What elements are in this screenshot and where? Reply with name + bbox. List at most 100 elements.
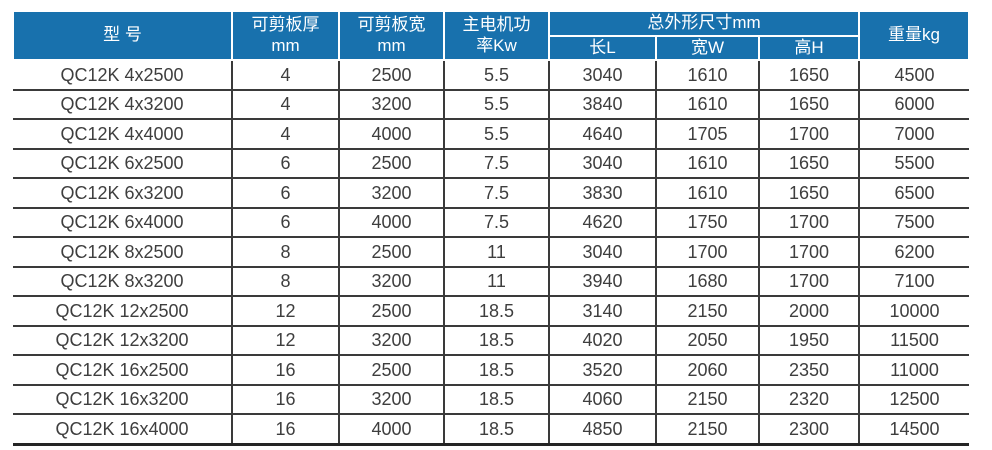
cell-height: 1650 bbox=[757, 89, 860, 121]
table-row: QC12K 8x2500 8 2500 11 3040 1700 1700 6200 bbox=[13, 237, 970, 268]
cell-power: 5.5 bbox=[443, 89, 549, 121]
cell-weight: 6500 bbox=[858, 178, 970, 209]
cell-model: QC12K 16x3200 bbox=[13, 384, 232, 416]
cell-weight: 10000 bbox=[858, 296, 970, 327]
cell-model: QC12K 6x4000 bbox=[13, 207, 232, 239]
cell-power: 18.5 bbox=[443, 296, 549, 327]
col-header-weight: 重量kg bbox=[858, 9, 971, 62]
cell-model: QC12K 12x2500 bbox=[13, 296, 232, 327]
col-header-thickness-line2: mm bbox=[271, 35, 300, 55]
cell-model: QC12K 6x3200 bbox=[13, 178, 232, 209]
cell-wide: 1680 bbox=[655, 266, 759, 298]
cell-weight: 11500 bbox=[858, 325, 970, 357]
cell-power: 18.5 bbox=[443, 355, 549, 386]
table-body: QC12K 4x2500 4 2500 5.5 3040 1610 1650 4500 QC12… bbox=[13, 60, 970, 446]
cell-height: 1950 bbox=[757, 325, 860, 357]
cell-height: 1700 bbox=[757, 207, 860, 239]
cell-wide: 1705 bbox=[655, 119, 759, 150]
cell-length: 3940 bbox=[548, 266, 656, 298]
col-header-dim-width: 宽W bbox=[655, 34, 760, 62]
cell-width: 2500 bbox=[338, 296, 444, 327]
cell-width: 2500 bbox=[338, 148, 444, 180]
cell-length: 3840 bbox=[548, 89, 656, 121]
table-row: QC12K 4x4000 4 4000 5.5 4640 1705 1700 7000 bbox=[13, 119, 970, 150]
cell-weight: 7000 bbox=[858, 119, 970, 150]
table-row: QC12K 4x3200 4 3200 5.5 3840 1610 1650 6000 bbox=[13, 89, 970, 121]
table-row: QC12K 6x2500 6 2500 7.5 3040 1610 1650 5500 bbox=[13, 148, 970, 180]
cell-height: 1650 bbox=[757, 148, 860, 180]
cell-height: 1700 bbox=[757, 237, 860, 268]
cell-wide: 2150 bbox=[655, 414, 759, 446]
cell-thickness: 8 bbox=[231, 237, 339, 268]
col-header-cut-width-line1: 可剪板宽 bbox=[357, 15, 426, 34]
cell-thickness: 16 bbox=[231, 414, 339, 446]
table-row: QC12K 6x4000 6 4000 7.5 4620 1750 1700 7500 bbox=[13, 207, 970, 239]
cell-power: 11 bbox=[443, 237, 549, 268]
cell-weight: 7500 bbox=[858, 207, 970, 239]
cell-length: 3520 bbox=[548, 355, 656, 386]
cell-wide: 2150 bbox=[655, 296, 759, 327]
col-header-dimensions-group: 总外形尺寸mm bbox=[547, 10, 861, 37]
cell-weight: 5500 bbox=[858, 148, 970, 180]
cell-weight: 6000 bbox=[858, 89, 970, 121]
cell-length: 4640 bbox=[548, 119, 656, 150]
cell-length: 3040 bbox=[548, 148, 656, 180]
cell-width: 3200 bbox=[338, 178, 444, 209]
cell-height: 2320 bbox=[757, 384, 860, 416]
col-header-length: 长L bbox=[548, 34, 657, 62]
cell-width: 4000 bbox=[338, 207, 444, 239]
cell-wide: 1750 bbox=[655, 207, 759, 239]
cell-thickness: 4 bbox=[231, 119, 339, 150]
cell-width: 4000 bbox=[338, 119, 444, 150]
cell-weight: 7100 bbox=[858, 266, 970, 298]
table-row: QC12K 12x3200 12 3200 18.5 4020 2050 1950 11500 bbox=[13, 325, 970, 357]
cell-wide: 2050 bbox=[655, 325, 759, 357]
cell-model: QC12K 16x4000 bbox=[13, 414, 232, 446]
cell-wide: 1610 bbox=[655, 60, 759, 91]
cell-width: 3200 bbox=[338, 89, 444, 121]
cell-thickness: 16 bbox=[231, 384, 339, 416]
cell-thickness: 12 bbox=[231, 296, 339, 327]
cell-height: 1650 bbox=[757, 60, 860, 91]
qc12k-spec-table: 型 号 可剪板厚 mm 可剪板宽 mm 主电机功 率Kw 总外形尺寸mm 重量k… bbox=[12, 9, 971, 446]
cell-wide: 1700 bbox=[655, 237, 759, 268]
table-row: QC12K 8x3200 8 3200 11 3940 1680 1700 7100 bbox=[13, 266, 970, 298]
cell-length: 3040 bbox=[548, 237, 656, 268]
table-row: QC12K 16x4000 16 4000 18.5 4850 2150 2300 14500 bbox=[13, 414, 970, 446]
cell-thickness: 4 bbox=[231, 89, 339, 121]
col-header-cut-width-line2: mm bbox=[377, 35, 406, 55]
cell-wide: 2150 bbox=[655, 384, 759, 416]
cell-power: 5.5 bbox=[443, 60, 549, 91]
cell-length: 4020 bbox=[548, 325, 656, 357]
cell-thickness: 12 bbox=[231, 325, 339, 357]
cell-width: 3200 bbox=[338, 384, 444, 416]
cell-wide: 1610 bbox=[655, 148, 759, 180]
cell-length: 4060 bbox=[548, 384, 656, 416]
cell-weight: 6200 bbox=[858, 237, 970, 268]
col-header-cut-width: 可剪板宽 mm bbox=[338, 9, 445, 62]
cell-model: QC12K 12x3200 bbox=[13, 325, 232, 357]
cell-weight: 4500 bbox=[858, 60, 970, 91]
cell-power: 7.5 bbox=[443, 148, 549, 180]
cell-thickness: 6 bbox=[231, 207, 339, 239]
cell-height: 1650 bbox=[757, 178, 860, 209]
col-header-thickness-line1: 可剪板厚 bbox=[251, 15, 320, 34]
cell-weight: 12500 bbox=[858, 384, 970, 416]
cell-weight: 14500 bbox=[858, 414, 970, 446]
cell-power: 5.5 bbox=[443, 119, 549, 150]
col-header-height: 高H bbox=[757, 34, 861, 62]
cell-width: 4000 bbox=[338, 414, 444, 446]
cell-length: 4850 bbox=[548, 414, 656, 446]
cell-model: QC12K 8x2500 bbox=[13, 237, 232, 268]
cell-length: 3140 bbox=[548, 296, 656, 327]
cell-power: 18.5 bbox=[443, 384, 549, 416]
cell-power: 18.5 bbox=[443, 414, 549, 446]
cell-length: 3040 bbox=[548, 60, 656, 91]
cell-model: QC12K 6x2500 bbox=[13, 148, 232, 180]
cell-wide: 2060 bbox=[655, 355, 759, 386]
table-row: QC12K 4x2500 4 2500 5.5 3040 1610 1650 4500 bbox=[13, 60, 970, 91]
cell-width: 2500 bbox=[338, 355, 444, 386]
cell-model: QC12K 16x2500 bbox=[13, 355, 232, 386]
cell-weight: 11000 bbox=[858, 355, 970, 386]
col-header-thickness: 可剪板厚 mm bbox=[231, 9, 340, 62]
